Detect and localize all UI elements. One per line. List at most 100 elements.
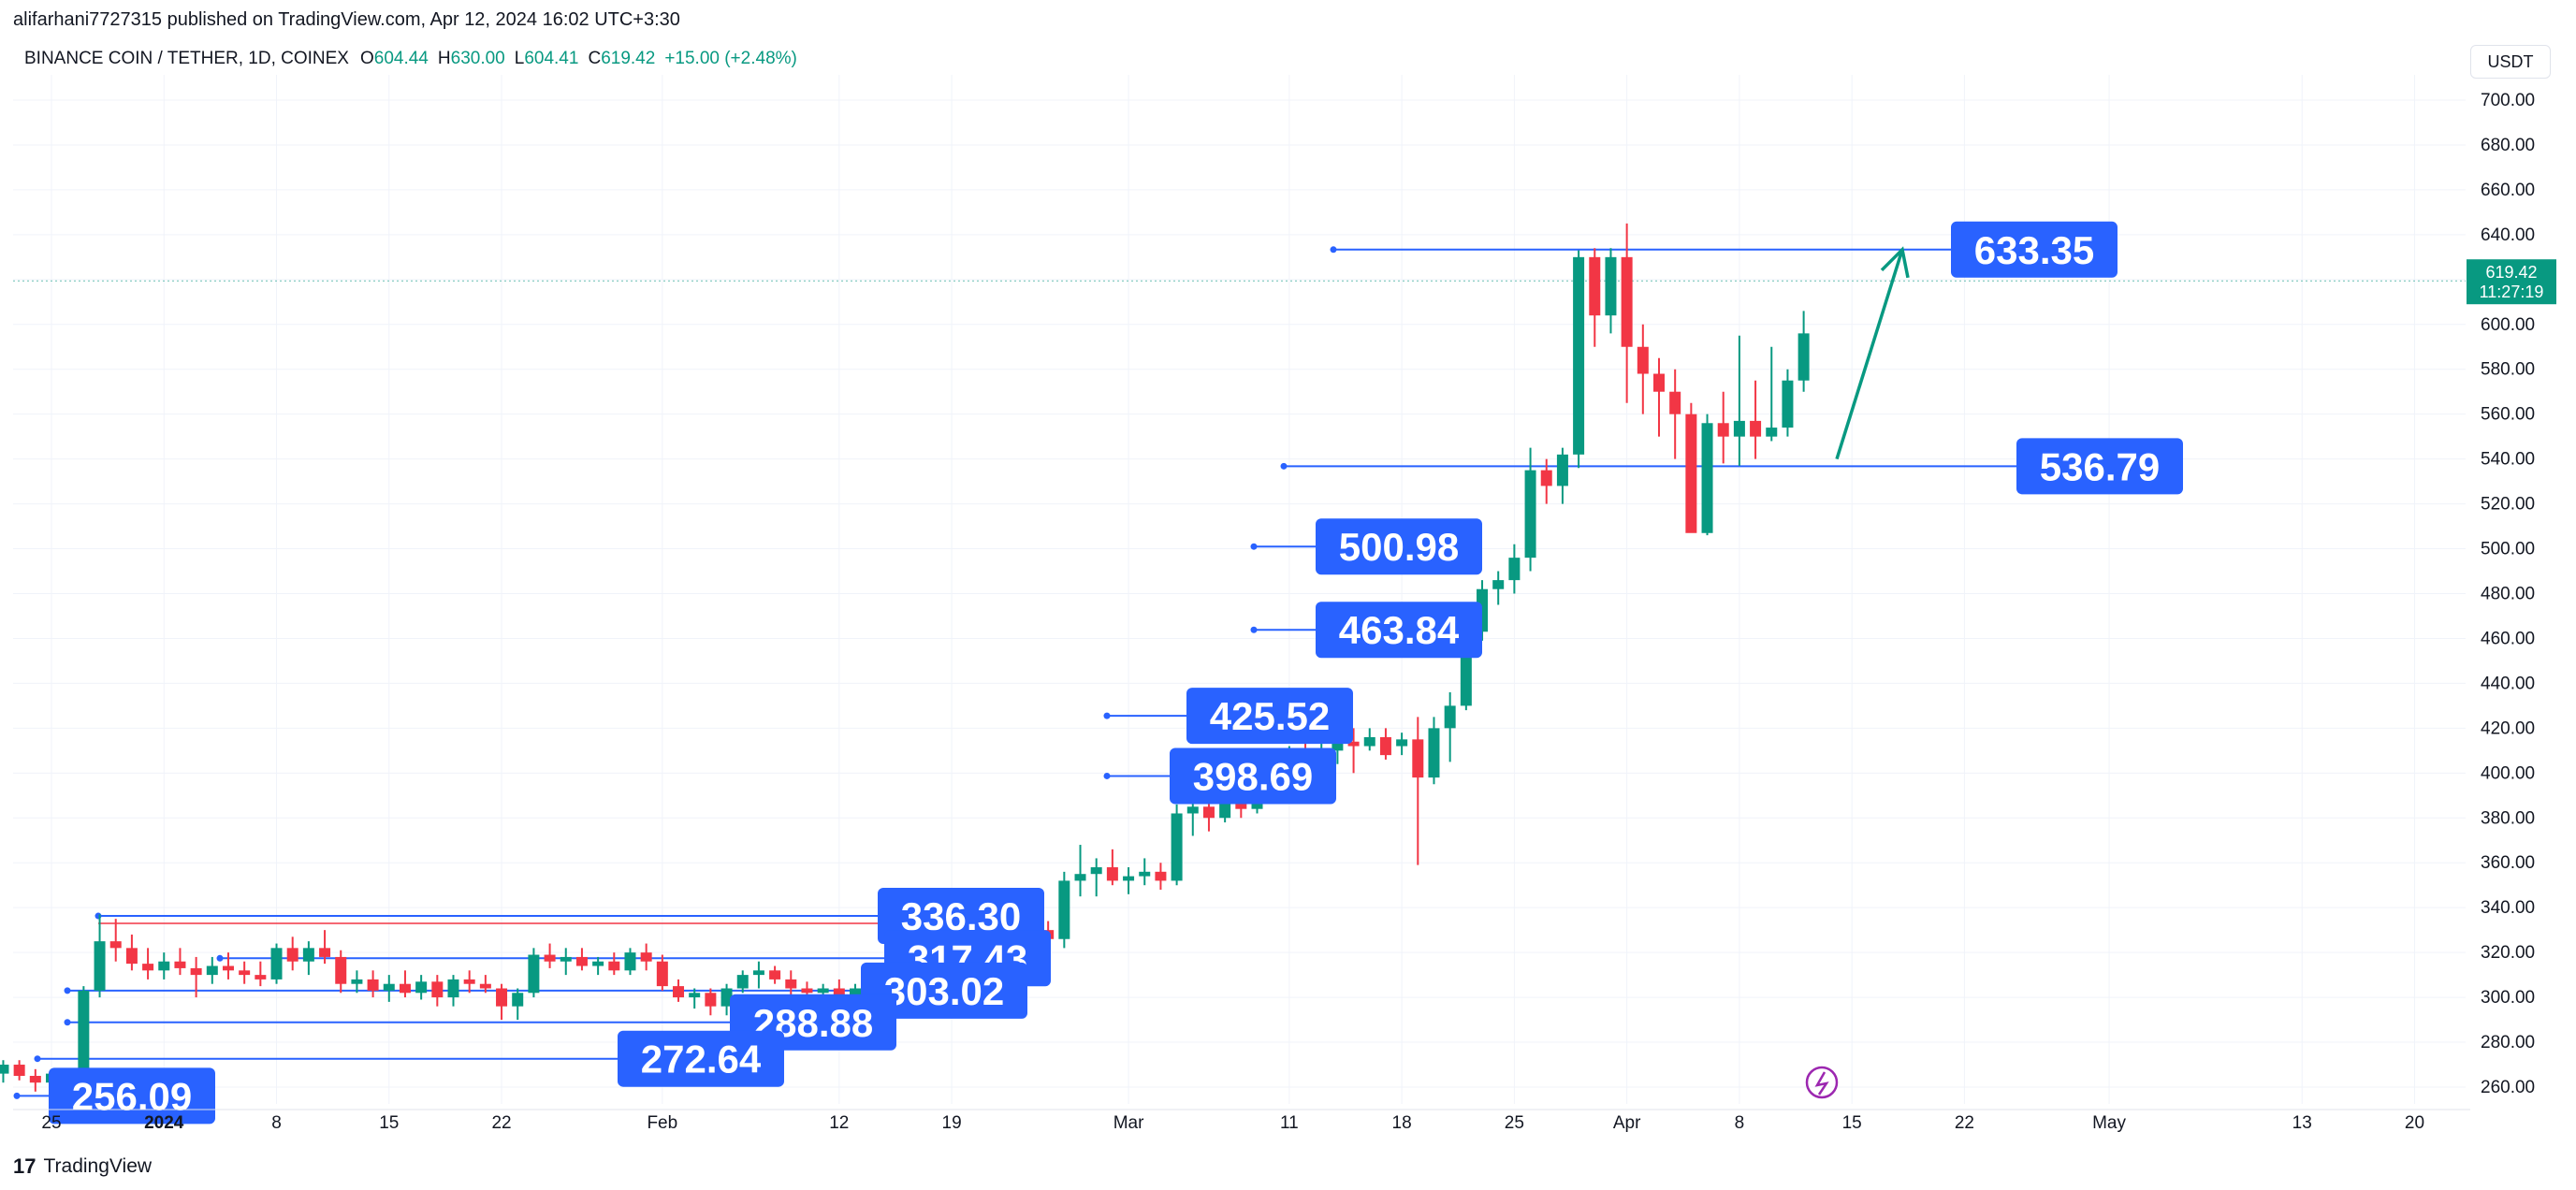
candle-body — [1155, 871, 1167, 881]
candle-body — [479, 983, 491, 989]
level-label-text: 272.64 — [641, 1038, 762, 1081]
candle-body — [174, 961, 186, 968]
time-axis: 25 2024 8 15 22 Feb 12 19 Mar 11 18 25 Apr 8 15 22 May 13… — [13, 1109, 2470, 1133]
candle-body — [1379, 736, 1391, 756]
x-tick-label: 2024 — [144, 1113, 184, 1133]
candle-body — [142, 964, 154, 971]
candle-body — [255, 975, 267, 980]
x-tick-label: 11 — [1280, 1113, 1299, 1133]
level-anchor — [1250, 543, 1258, 550]
candle-body — [1573, 256, 1585, 455]
candle-body — [673, 986, 685, 998]
candle-body — [1637, 346, 1649, 374]
candle-body — [1332, 741, 1344, 751]
candle-body — [1412, 739, 1424, 778]
candle-body — [1202, 806, 1215, 819]
x-tick-label: 8 — [271, 1113, 282, 1133]
level-anchor — [1103, 712, 1111, 719]
y-tick-label: 640.00 — [2481, 225, 2535, 245]
support-resistance-levels — [13, 246, 2466, 1099]
candle-body — [1074, 874, 1086, 881]
last-price-box — [2467, 259, 2556, 305]
candle-body — [29, 1076, 41, 1083]
candle-body — [109, 941, 122, 949]
last-price-countdown: 11:27:19 — [2480, 283, 2544, 301]
candle-body — [1733, 420, 1745, 437]
candle-body — [624, 952, 636, 971]
level-label-text: 303.02 — [884, 969, 1004, 1013]
level-label-box — [861, 962, 1027, 1019]
candle-body — [1701, 423, 1713, 533]
x-tick-label: 12 — [829, 1113, 849, 1133]
level-anchor — [1280, 462, 1288, 470]
x-tick-label: 25 — [41, 1113, 61, 1133]
candle-body — [592, 961, 604, 966]
candle-body — [689, 993, 701, 998]
symbol-name[interactable]: BINANCE COIN / TETHER, 1D, COINEX — [24, 49, 349, 68]
candle-body — [705, 993, 717, 1007]
level-label-text: 256.09 — [72, 1074, 192, 1118]
level-label-box — [1951, 221, 2118, 278]
candle-body — [496, 988, 508, 1007]
x-tick-label: 8 — [1735, 1113, 1745, 1133]
x-tick-label: 19 — [942, 1113, 962, 1133]
symbol-legend: BINANCE COIN / TETHER, 1D, COINEX O 604.4… — [24, 49, 807, 69]
candle-body — [544, 954, 556, 962]
close-value: 619.42 — [601, 49, 656, 68]
y-tick-label: 300.00 — [2481, 988, 2535, 1008]
level-label-box — [618, 1030, 784, 1087]
level-label-text: 398.69 — [1193, 754, 1313, 798]
candle-body — [1428, 728, 1440, 778]
candle-body — [270, 948, 283, 980]
y-tick-label: 480.00 — [2481, 585, 2535, 604]
candle-body — [302, 948, 314, 962]
candle-body — [1123, 876, 1135, 881]
published-by-line: alifarhani7727315 published on TradingVi… — [13, 9, 680, 30]
projection-arrows — [1835, 246, 1910, 460]
candle-body — [528, 954, 540, 994]
candle-body — [286, 948, 298, 962]
candle-body — [1219, 800, 1231, 819]
candle-body — [190, 967, 202, 976]
x-tick-label: 22 — [491, 1113, 511, 1133]
low-value: 604.41 — [524, 49, 579, 68]
high-value: 630.00 — [450, 49, 505, 68]
candle-body — [1685, 414, 1697, 533]
y-tick-label: 440.00 — [2481, 674, 2535, 693]
candle-body — [158, 961, 170, 971]
currency-button[interactable]: USDT — [2470, 45, 2551, 79]
level-label-box — [1170, 747, 1336, 805]
candle-body — [1444, 705, 1456, 729]
y-tick-label: 420.00 — [2481, 718, 2535, 738]
candle-body — [335, 956, 347, 984]
y-tick-label: 340.00 — [2481, 898, 2535, 918]
candle-body — [752, 970, 764, 976]
level-label-box — [1316, 518, 1482, 575]
projection-arrow-shaft — [1835, 249, 1904, 460]
candle-body — [447, 979, 459, 998]
flash-icon-bolt — [1814, 1071, 1829, 1096]
level-anchor — [216, 954, 224, 962]
candle-body — [1058, 880, 1070, 939]
y-tick-label: 680.00 — [2481, 136, 2535, 155]
y-tick-label: 280.00 — [2481, 1033, 2535, 1052]
candle-body — [560, 956, 572, 962]
change-value: +15.00 (+2.48%) — [664, 49, 797, 68]
y-tick-label: 560.00 — [2481, 405, 2535, 425]
candle-body — [1090, 867, 1102, 875]
y-tick-label: 380.00 — [2481, 808, 2535, 828]
y-tick-label: 320.00 — [2481, 943, 2535, 963]
tradingview-brand[interactable]: 17 TradingView — [13, 1154, 152, 1179]
candle-body — [125, 948, 138, 965]
flash-icon[interactable] — [1805, 1066, 1839, 1099]
last-price-value: 619.42 — [2485, 263, 2537, 282]
candle-body — [1363, 736, 1375, 747]
candle-body — [769, 970, 781, 980]
candle-body — [367, 979, 379, 991]
level-label-box — [1186, 688, 1353, 745]
candle-body — [94, 941, 106, 991]
y-tick-label: 700.00 — [2481, 91, 2535, 110]
candle-body — [512, 993, 524, 1007]
candle-body — [1540, 470, 1552, 486]
